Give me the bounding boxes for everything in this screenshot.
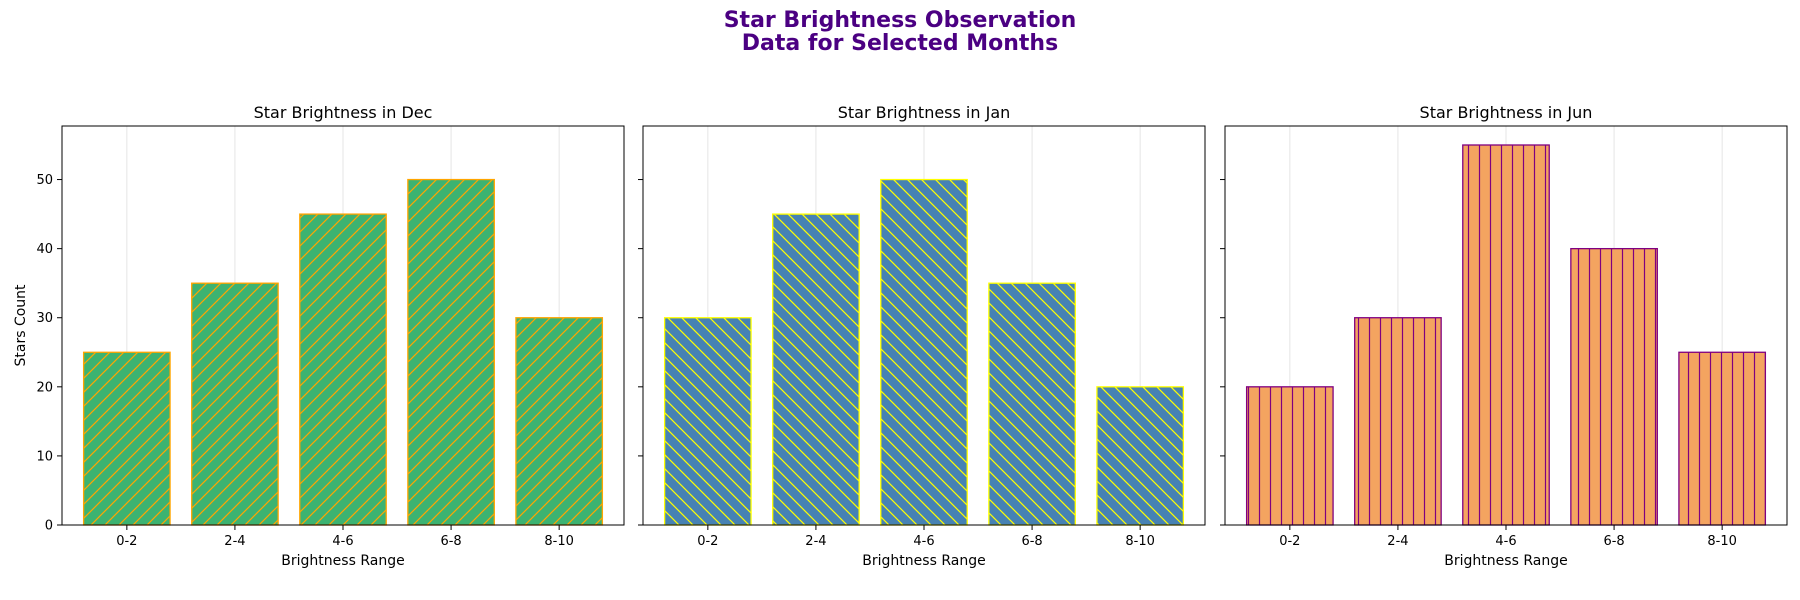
- y-axis-label: Stars Count: [13, 284, 29, 367]
- bar-outline: [191, 282, 279, 526]
- figure-title-line-1: Star Brightness Observation: [724, 8, 1077, 33]
- x-axis-label: Brightness Range: [281, 553, 404, 569]
- chart-panel-2: 0-2 2-4 4-6 6-8 8-10 Star Brightness in Jan Br…: [638, 103, 1206, 569]
- x-tick-label: 2-4: [1387, 534, 1408, 549]
- x-axis-label: Brightness Range: [1444, 553, 1567, 569]
- x-tick-label: 4-6: [913, 534, 934, 549]
- bar-outline: [663, 317, 752, 526]
- y-tick-label: 10: [36, 449, 53, 464]
- panel-title: Star Brightness in Jun: [1420, 103, 1593, 122]
- x-tick-label: 6-8: [1021, 534, 1042, 549]
- panel-title: Star Brightness in Dec: [254, 103, 433, 122]
- y-tick-label: 20: [36, 380, 53, 395]
- y-tick-label: 50: [36, 173, 53, 188]
- x-tick-label: 6-8: [440, 534, 461, 549]
- x-tick-label: 0-2: [116, 534, 137, 549]
- chart-panel-1: 0 10 20 30 40 50 0-2 2-4 4-6 6-8 8-10 Star Brightne…: [13, 103, 625, 569]
- bar-outline: [515, 317, 604, 526]
- x-tick-label: 6-8: [1603, 534, 1624, 549]
- x-tick-label: 0-2: [697, 534, 718, 549]
- x-tick-label: 2-4: [805, 534, 826, 549]
- bar-outline: [1678, 351, 1767, 526]
- x-tick-label: 0-2: [1279, 534, 1300, 549]
- chart-panels: 0 10 20 30 40 50 0-2 2-4 4-6 6-8 8-10 Star Brightne…: [13, 103, 1788, 569]
- x-axis-label: Brightness Range: [862, 553, 985, 569]
- x-tick-label: 4-6: [1495, 534, 1516, 549]
- bar-outline: [1570, 247, 1658, 526]
- bar-outline: [1462, 144, 1550, 526]
- bar-outline: [299, 213, 387, 526]
- y-tick-label: 30: [36, 311, 53, 326]
- y-tick-label: 40: [36, 242, 53, 257]
- panel-title: Star Brightness in Jan: [838, 103, 1011, 122]
- bar-outline: [772, 213, 860, 526]
- bar-outline: [1245, 386, 1334, 526]
- figure-title-line-2: Data for Selected Months: [742, 31, 1058, 56]
- chart-panel-3: 0-2 2-4 4-6 6-8 8-10 Star Brightness in Jun Br…: [1220, 103, 1788, 569]
- x-tick-label: 2-4: [224, 534, 245, 549]
- bar-outline: [82, 351, 171, 526]
- x-tick-label: 8-10: [1125, 534, 1155, 549]
- bar-outline: [407, 178, 495, 526]
- bar-outline: [988, 282, 1076, 526]
- y-tick-label: 0: [45, 519, 53, 534]
- bar-outline: [880, 178, 968, 526]
- bar-outline: [1354, 317, 1442, 526]
- x-tick-label: 8-10: [544, 534, 574, 549]
- x-tick-label: 8-10: [1707, 534, 1737, 549]
- bar-outline: [1096, 386, 1185, 526]
- x-tick-label: 4-6: [332, 534, 353, 549]
